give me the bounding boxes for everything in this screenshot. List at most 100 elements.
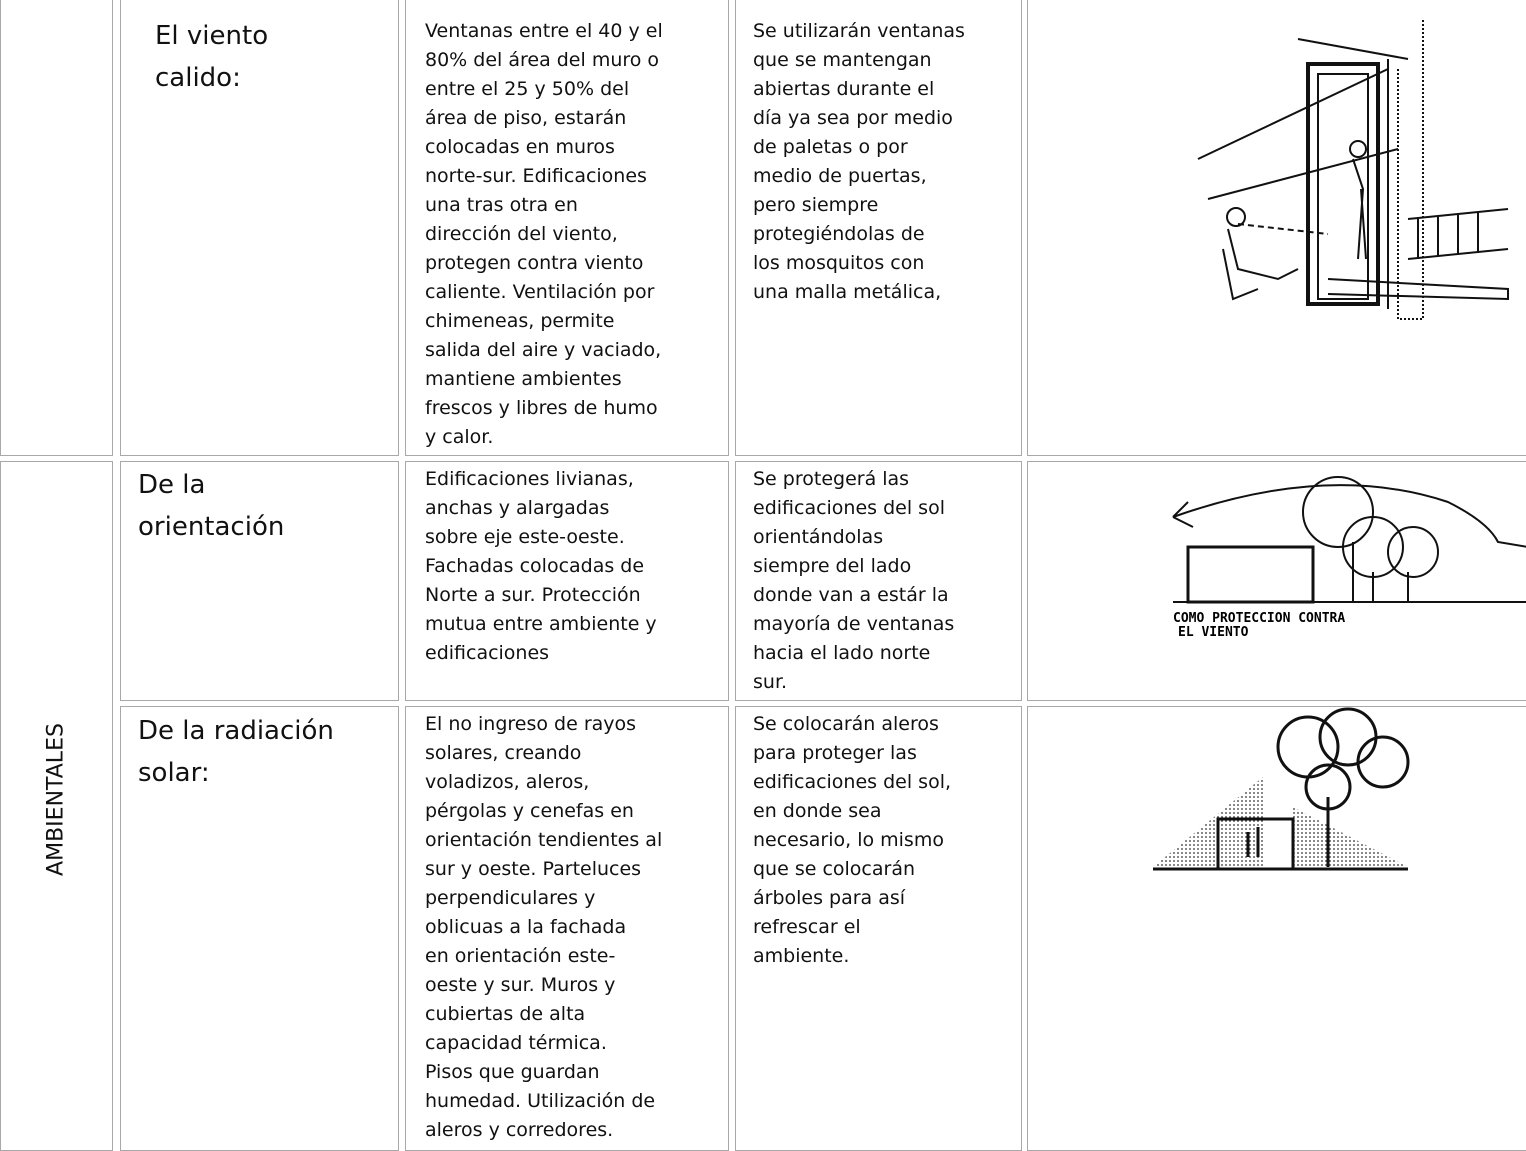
text-line: cubiertas de alta: [425, 1003, 586, 1025]
cell: De la orientación: [120, 461, 399, 701]
text-line: en donde sea: [753, 800, 882, 822]
text-line: norte-sur. Edificaciones: [425, 165, 647, 187]
text-line: chimeneas, permite: [425, 310, 615, 332]
text-line: De la: [138, 470, 206, 500]
text-line: voladizos, aleros,: [425, 771, 590, 793]
application: Se colocarán aleros para proteger las edif…: [753, 710, 951, 971]
text-line: Ventanas entre el 40 y el: [425, 20, 663, 42]
text-line: orientándolas: [753, 526, 884, 548]
text-line: medio de puertas,: [753, 165, 927, 187]
cell: COMO PROTECCION CONTRA EL VIENTO: [1027, 461, 1526, 701]
text-line: colocadas en muros: [425, 136, 615, 158]
text-line: mantiene ambientes: [425, 368, 622, 390]
text-line: solares, creando: [425, 742, 582, 764]
text-line: de paletas o por: [753, 136, 908, 158]
text-line: Norte a sur. Protección: [425, 584, 641, 606]
image-caption: COMO PROTECCION CONTRA EL VIENTO: [1173, 611, 1353, 640]
cell: Ventanas entre el 40 y el 80% del área de…: [405, 0, 729, 456]
strategy: Ventanas entre el 40 y el 80% del área de…: [425, 17, 663, 452]
concept: El viento calido:: [155, 15, 268, 99]
text-line: ambiente.: [753, 945, 850, 967]
text-line: en orientación este-: [425, 945, 616, 967]
text-line: protegen contra viento: [425, 252, 644, 274]
cell: El no ingreso de rayos solares, creando vo…: [405, 706, 729, 1151]
cell: El viento calido:: [120, 0, 399, 456]
text-line: anchas y alargadas: [425, 497, 610, 519]
text-line: dirección del viento,: [425, 223, 618, 245]
text-line: refrescar el: [753, 916, 861, 938]
text-line: solar:: [138, 758, 210, 788]
text-line: sur.: [753, 671, 788, 693]
cell: Edificaciones livianas, anchas y alargada…: [405, 461, 729, 701]
text-line: pero siempre: [753, 194, 879, 216]
text-line: y calor.: [425, 426, 494, 448]
text-line: una malla metálica,: [753, 281, 942, 303]
text-line: El viento: [155, 21, 269, 51]
cell: [1027, 0, 1526, 456]
text-line: oblicuas a la fachada: [425, 916, 627, 938]
strategy: Edificaciones livianas, anchas y alargada…: [425, 465, 657, 668]
text-line: mayoría de ventanas: [753, 613, 955, 635]
application: Se protegerá las edificaciones del sol ori…: [753, 465, 954, 697]
cell: Se colocarán aleros para proteger las edif…: [735, 706, 1022, 1151]
text-line: sobre eje este-oeste.: [425, 526, 625, 548]
cell: De la radiación solar:: [120, 706, 399, 1151]
text-line: Fachadas colocadas de: [425, 555, 645, 577]
text-line: 80% del área del muro o: [425, 49, 660, 71]
cell: [0, 0, 113, 456]
caption-line: COMO PROTECCION CONTRA: [1173, 611, 1345, 626]
illustration-balcony: [1197, 19, 1509, 320]
text-line: caliente. Ventilación por: [425, 281, 655, 303]
text-line: para proteger las: [753, 742, 917, 764]
text-line: Edificaciones livianas,: [425, 468, 634, 490]
cell: Se utilizarán ventanas que se mantengan ab…: [735, 0, 1022, 456]
text-line: que se colocarán: [753, 858, 916, 880]
cell: [1027, 706, 1526, 1151]
cell: Se protegerá las edificaciones del sol ori…: [735, 461, 1022, 701]
text-line: humedad. Utilización de: [425, 1090, 656, 1112]
text-line: orientación tendientes al: [425, 829, 663, 851]
concept: De la orientación: [138, 464, 284, 548]
text-line: hacia el lado norte: [753, 642, 931, 664]
text-line: edificaciones del sol: [753, 497, 945, 519]
text-line: orientación: [138, 512, 285, 542]
text-line: edificaciones: [425, 642, 550, 664]
text-line: una tras otra en: [425, 194, 578, 216]
text-line: árboles para así: [753, 887, 906, 909]
text-line: siempre del lado: [753, 555, 912, 577]
text-line: capacidad térmica.: [425, 1032, 607, 1054]
text-line: salida del aire y vaciado,: [425, 339, 662, 361]
text-line: necesario, lo mismo: [753, 829, 944, 851]
text-line: aleros y corredores.: [425, 1119, 614, 1141]
text-line: edificaciones del sol,: [753, 771, 952, 793]
category: AMBIENTALES: [43, 723, 69, 876]
text-line: El no ingreso de rayos: [425, 713, 637, 735]
text-line: Se utilizarán ventanas: [753, 20, 965, 42]
cell: AMBIENTALES: [0, 461, 113, 1151]
text-line: perpendiculares y: [425, 887, 596, 909]
strategy: El no ingreso de rayos solares, creando vo…: [425, 710, 662, 1145]
text-line: oeste y sur. Muros y: [425, 974, 616, 996]
text-line: entre el 25 y 50% del: [425, 78, 630, 100]
text-line: área de piso, estarán: [425, 107, 627, 129]
caption-line: EL VIENTO: [1178, 625, 1249, 640]
illustration-radiation: [1153, 707, 1410, 871]
text-line: abiertas durante el: [753, 78, 935, 100]
text-line: día ya sea por medio: [753, 107, 953, 129]
illustration-orientation: COMO PROTECCION CONTRA EL VIENTO: [1172, 476, 1526, 640]
text-line: Pisos que guardan: [425, 1061, 600, 1083]
text-line: Se colocarán aleros: [753, 713, 939, 735]
text-line: que se mantengan: [753, 49, 932, 71]
text-line: calido:: [155, 63, 241, 93]
text-line: protegiéndolas de: [753, 223, 925, 245]
text-line: Se protegerá las: [753, 468, 910, 490]
text-line: mutua entre ambiente y: [425, 613, 657, 635]
text-line: donde van a estár la: [753, 584, 949, 606]
text-line: frescos y libres de humo: [425, 397, 658, 419]
application: Se utilizarán ventanas que se mantengan ab…: [753, 17, 965, 307]
text-line: De la radiación: [138, 716, 334, 746]
concept: De la radiación solar:: [138, 710, 334, 794]
text-line: los mosquitos con: [753, 252, 925, 274]
text-line: sur y oeste. Parteluces: [425, 858, 642, 880]
